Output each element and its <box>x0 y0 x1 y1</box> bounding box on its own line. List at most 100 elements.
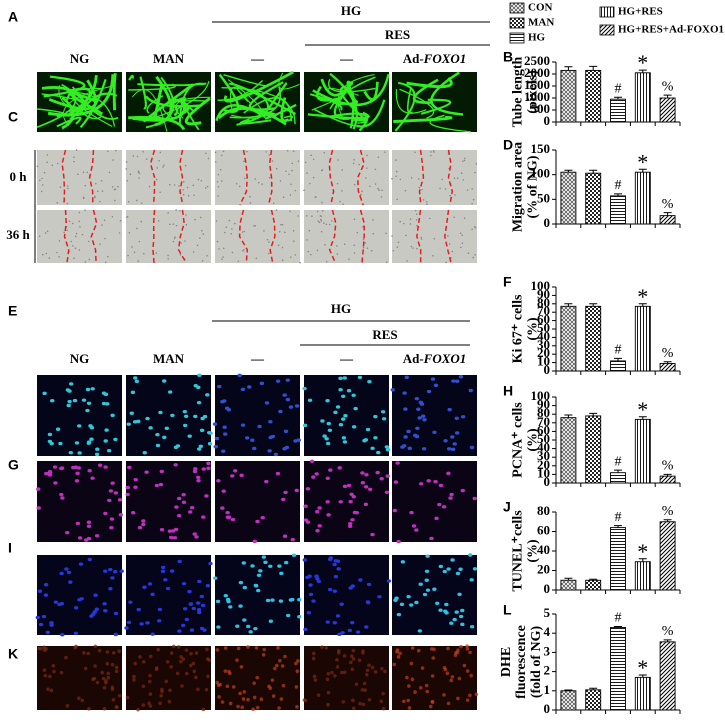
y-tick-label: 5 <box>544 605 551 620</box>
cell <box>374 183 377 185</box>
nucleus <box>67 399 72 404</box>
scratch-edge <box>90 209 98 264</box>
y-tick-label: 0 <box>544 113 551 128</box>
cell <box>289 256 292 259</box>
nucleus <box>288 405 294 409</box>
y-axis-label: (%) <box>526 428 541 452</box>
nucleus <box>184 617 189 622</box>
cell <box>304 161 307 164</box>
nucleus <box>352 510 358 515</box>
bar <box>659 641 676 711</box>
error-bar <box>663 519 672 522</box>
significance-mark: * <box>637 655 648 680</box>
column-label: MAN <box>153 351 185 366</box>
nucleus <box>58 441 63 446</box>
nucleus <box>253 626 258 631</box>
nucleus <box>333 674 337 678</box>
cell <box>243 160 245 163</box>
nucleus <box>446 447 452 451</box>
cell <box>73 156 75 158</box>
nucleus <box>165 586 171 591</box>
nucleus <box>241 697 246 701</box>
nucleus <box>239 665 244 669</box>
nucleus <box>283 654 287 659</box>
nucleus <box>242 618 247 622</box>
cell <box>75 149 78 151</box>
cell <box>216 180 219 183</box>
y-tick-label: 60 <box>537 522 550 537</box>
nucleus <box>453 653 458 658</box>
panel-label: K <box>8 646 18 662</box>
cell <box>192 251 195 253</box>
nucleus <box>370 446 375 451</box>
nucleus <box>113 570 118 574</box>
significance-mark: % <box>662 459 674 474</box>
cell <box>441 178 444 181</box>
tube <box>406 88 413 114</box>
cell <box>127 254 129 257</box>
nucleus <box>106 675 111 680</box>
nucleus <box>194 675 198 680</box>
nucleus <box>87 707 91 711</box>
cell <box>187 194 190 197</box>
nucleus <box>145 621 150 625</box>
nucleus <box>230 474 235 478</box>
cell <box>199 216 202 219</box>
y-tick-label: 0 <box>544 701 551 716</box>
nucleus <box>139 622 144 626</box>
cell <box>238 185 241 188</box>
cell <box>243 177 246 180</box>
cell <box>341 169 344 171</box>
cell <box>94 195 96 198</box>
image-background <box>392 150 477 205</box>
bar <box>659 215 676 225</box>
nucleus <box>255 675 260 680</box>
micrograph <box>391 149 478 206</box>
nucleus <box>396 612 402 617</box>
nucleus <box>189 505 195 510</box>
nucleus <box>337 632 342 637</box>
nucleus <box>316 579 322 584</box>
nucleus <box>144 470 149 474</box>
cell <box>179 210 181 212</box>
nucleus <box>215 680 220 685</box>
cell <box>362 238 365 241</box>
nucleus <box>252 446 257 451</box>
nucleus <box>422 418 427 422</box>
nucleus <box>235 658 239 662</box>
nucleus <box>52 465 58 469</box>
nucleus <box>438 564 444 569</box>
y-tick-label: 0 <box>544 581 551 596</box>
significance-mark: % <box>662 504 674 519</box>
tube <box>139 76 147 110</box>
y-tick-label: 10 <box>537 465 550 480</box>
nucleus <box>385 474 390 478</box>
nucleus <box>114 665 119 670</box>
nucleus <box>403 407 408 411</box>
cell <box>415 213 418 216</box>
cell <box>286 149 289 152</box>
cell <box>365 167 368 169</box>
nucleus <box>268 564 273 569</box>
nucleus <box>125 492 130 497</box>
tube <box>137 82 207 87</box>
nucleus <box>59 571 64 576</box>
nucleus <box>308 592 314 597</box>
bar <box>560 417 577 484</box>
nucleus <box>168 688 172 693</box>
nucleus <box>196 478 201 483</box>
nucleus <box>55 427 61 431</box>
cell <box>199 237 201 239</box>
cell <box>243 230 246 233</box>
nucleus <box>351 698 355 703</box>
nucleus <box>364 473 369 477</box>
nucleus <box>223 432 228 436</box>
significance-mark: # <box>615 81 622 96</box>
nucleus <box>460 488 465 493</box>
y-tick-label: 1000 <box>524 89 550 104</box>
nucleus <box>458 567 463 571</box>
nucleus <box>204 494 209 498</box>
nucleus <box>197 610 202 615</box>
nucleus <box>402 699 406 704</box>
micrograph <box>392 644 479 710</box>
